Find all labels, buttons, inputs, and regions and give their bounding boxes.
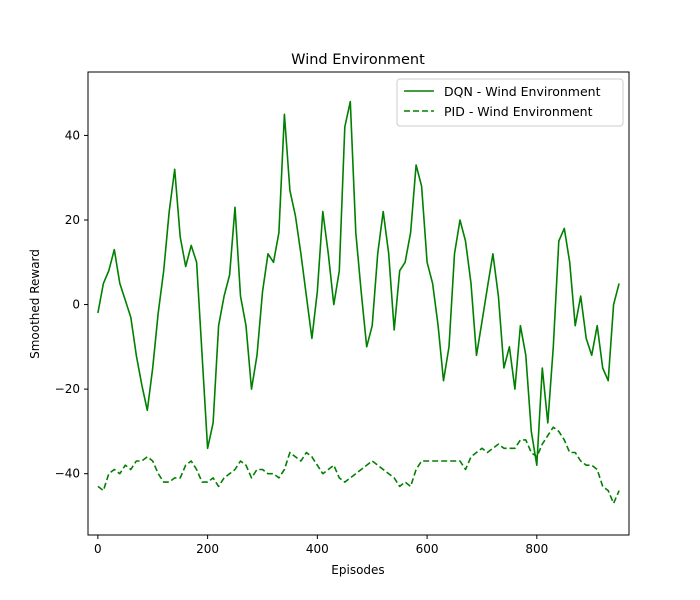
- y-axis-title: Smoothed Reward: [28, 249, 42, 359]
- y-tick-label: 40: [65, 128, 80, 142]
- series-line-dqn: [97, 100, 620, 467]
- legend: DQN - Wind Environment PID - Wind Enviro…: [396, 78, 624, 127]
- series-line-pid: [97, 426, 620, 505]
- legend-label-pid: PID - Wind Environment: [444, 104, 593, 119]
- y-axis: −40 −20 0 20 40: [55, 128, 88, 481]
- x-tick-label: 200: [196, 542, 219, 556]
- legend-box: [396, 78, 624, 127]
- y-tick-label: −20: [55, 382, 80, 396]
- y-tick-label: 20: [65, 213, 80, 227]
- x-tick-label: 0: [94, 542, 102, 556]
- legend-label-dqn: DQN - Wind Environment: [444, 84, 601, 99]
- y-tick-label: −40: [55, 467, 80, 481]
- y-tick-label: 0: [72, 298, 80, 312]
- x-tick-label: 600: [416, 542, 439, 556]
- x-tick-label: 800: [525, 542, 548, 556]
- plot-frame: [87, 71, 630, 536]
- x-axis-title: Episodes: [331, 563, 384, 577]
- chart-title: Wind Environment: [291, 52, 425, 68]
- x-axis: 0 200 400 600 800: [94, 535, 548, 556]
- x-tick-label: 400: [306, 542, 329, 556]
- plot-area: [97, 100, 620, 505]
